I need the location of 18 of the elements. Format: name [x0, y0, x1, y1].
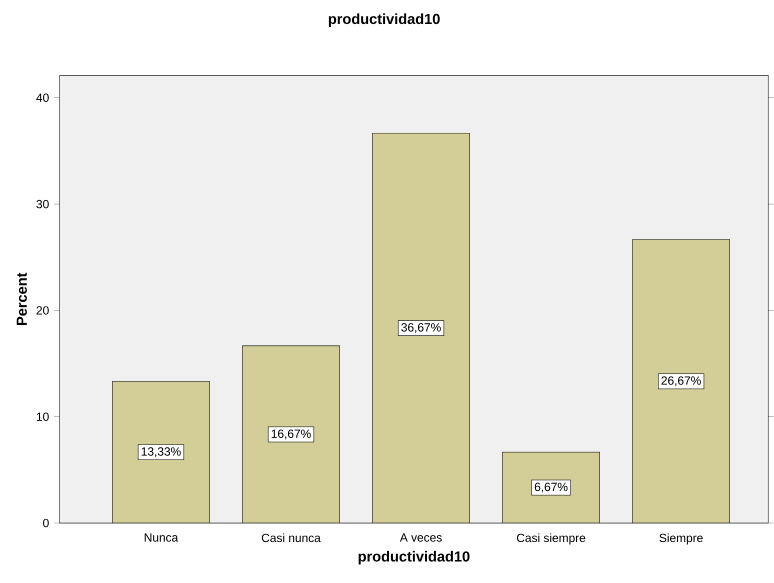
data-label: 13,33% [142, 447, 181, 458]
x-tick-label: Siempre [659, 534, 703, 545]
data-label: 6,67% [534, 482, 568, 493]
y-tick-label: 40 [36, 94, 49, 102]
y-tick-label: 30 [36, 200, 49, 208]
y-tick-label: 0 [43, 519, 49, 528]
y-tick-label: 10 [36, 412, 49, 422]
data-label: 26,67% [662, 376, 701, 386]
x-tick-label: Casi nunca [262, 534, 321, 542]
chart-title: productividad10 [328, 14, 440, 28]
data-label: 36,67% [401, 323, 441, 334]
x-tick-label: A veces [400, 534, 442, 542]
data-label: 16,67% [272, 430, 311, 440]
y-axis-title: Percent [16, 272, 27, 326]
y-tick-label: 20 [36, 306, 49, 315]
x-tick-label: Casi siempre [516, 534, 586, 545]
x-axis-title: productividad10 [358, 551, 470, 565]
x-tick-label: Nunca [144, 534, 178, 542]
